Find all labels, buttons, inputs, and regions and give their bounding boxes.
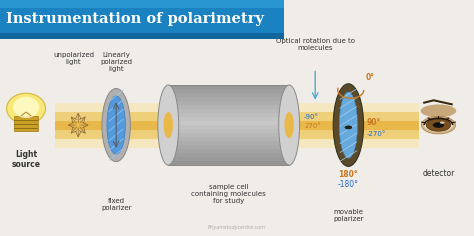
Text: movable
polarizer: movable polarizer xyxy=(333,209,364,222)
Ellipse shape xyxy=(421,104,456,117)
Bar xyxy=(14,120,38,121)
Ellipse shape xyxy=(7,93,46,124)
Text: Light
source: Light source xyxy=(11,150,41,169)
Bar xyxy=(168,89,289,93)
Bar xyxy=(168,137,289,141)
Bar xyxy=(14,124,38,125)
Text: Optical rotation due to
molecules: Optical rotation due to molecules xyxy=(276,38,355,51)
Bar xyxy=(0,0,284,39)
Ellipse shape xyxy=(102,88,130,162)
Text: fixed
polarizer: fixed polarizer xyxy=(101,198,131,211)
Ellipse shape xyxy=(333,84,364,166)
Bar xyxy=(168,145,289,149)
Bar xyxy=(168,121,289,125)
Bar xyxy=(168,93,289,97)
Ellipse shape xyxy=(279,85,300,165)
Circle shape xyxy=(345,126,352,129)
Bar xyxy=(168,117,289,121)
Ellipse shape xyxy=(158,85,179,165)
Ellipse shape xyxy=(13,97,39,118)
Text: unpolarized
light: unpolarized light xyxy=(53,52,94,65)
Text: -90°: -90° xyxy=(304,114,319,120)
Text: Linearly
polarized
light: Linearly polarized light xyxy=(100,52,132,72)
Bar xyxy=(0,0,284,8)
Text: 180°: 180° xyxy=(338,170,358,179)
Bar xyxy=(168,129,289,133)
Bar xyxy=(168,85,289,89)
Bar xyxy=(14,128,38,129)
Ellipse shape xyxy=(107,96,125,154)
Bar xyxy=(168,133,289,137)
Ellipse shape xyxy=(164,112,173,138)
Circle shape xyxy=(440,122,445,124)
Circle shape xyxy=(426,119,451,131)
Text: -180°: -180° xyxy=(338,180,359,189)
Circle shape xyxy=(433,122,444,128)
Bar xyxy=(168,85,289,165)
Text: 270°: 270° xyxy=(304,123,321,129)
Ellipse shape xyxy=(424,119,453,132)
Ellipse shape xyxy=(339,92,357,158)
Bar xyxy=(0,33,284,39)
Bar xyxy=(168,149,289,153)
Text: Priyamstudycentre.com: Priyamstudycentre.com xyxy=(208,225,266,230)
Text: detector: detector xyxy=(422,169,455,178)
Bar xyxy=(168,141,289,145)
Bar xyxy=(55,130,419,139)
Bar xyxy=(168,101,289,105)
Bar xyxy=(168,153,289,157)
Bar xyxy=(55,121,419,130)
Ellipse shape xyxy=(284,112,294,138)
Bar xyxy=(55,103,419,112)
Text: -270°: -270° xyxy=(366,131,386,137)
Bar xyxy=(55,139,419,148)
Bar xyxy=(168,109,289,113)
Ellipse shape xyxy=(421,116,456,134)
Bar xyxy=(168,97,289,101)
Bar xyxy=(168,157,289,161)
Text: sample cell
containing molecules
for study: sample cell containing molecules for stu… xyxy=(191,184,266,204)
Text: 0°: 0° xyxy=(365,73,374,82)
Text: 90°: 90° xyxy=(366,118,381,127)
Bar xyxy=(168,125,289,129)
Bar xyxy=(55,112,419,121)
Bar xyxy=(168,161,289,165)
Text: Instrumentation of polarimetry: Instrumentation of polarimetry xyxy=(6,13,264,26)
Bar xyxy=(168,105,289,109)
Bar xyxy=(14,116,38,131)
Bar xyxy=(168,113,289,117)
